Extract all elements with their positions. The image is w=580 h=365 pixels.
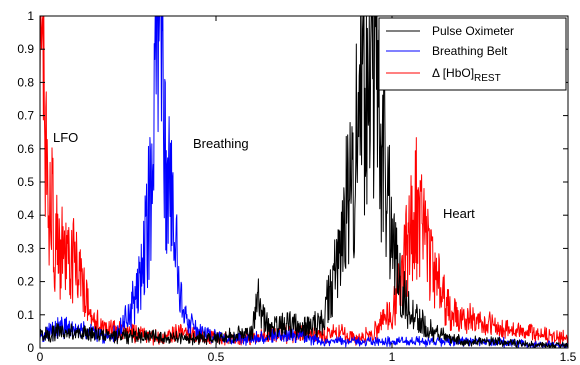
legend-label-rest-subscript: REST bbox=[474, 73, 501, 84]
legend: Pulse Oximeter Breathing Belt Δ [HbO]RES… bbox=[378, 17, 567, 91]
legend-label-pulse-oximeter: Pulse Oximeter bbox=[432, 24, 514, 38]
annotation-heart: Heart bbox=[443, 206, 475, 221]
y-tick-label: 0 bbox=[27, 341, 34, 355]
x-tick-label: 1.5 bbox=[560, 350, 577, 364]
legend-box bbox=[378, 17, 567, 91]
y-tick-label: 0.9 bbox=[17, 42, 34, 56]
series-line-pulse-oximeter bbox=[39, 15, 569, 349]
y-tick-label: 0.4 bbox=[17, 208, 34, 222]
x-tick-label: 0.5 bbox=[208, 350, 225, 364]
x-tick-label: 0 bbox=[37, 350, 44, 364]
x-tick-label: 1 bbox=[389, 350, 396, 364]
y-tick-label: 0.1 bbox=[17, 308, 34, 322]
annotation-lfo: LFO bbox=[53, 130, 78, 145]
legend-label-hbo-rest: Δ [HbO]REST bbox=[432, 66, 501, 84]
series-layer bbox=[39, 15, 569, 349]
y-tick-label: 0.6 bbox=[17, 142, 34, 156]
legend-label-breathing-belt: Breathing Belt bbox=[432, 44, 508, 58]
y-tick-label: 0.8 bbox=[17, 75, 34, 89]
y-tick-label: 0.3 bbox=[17, 241, 34, 255]
annotation-breathing: Breathing bbox=[193, 136, 249, 151]
y-tick-label: 0.7 bbox=[17, 109, 34, 123]
legend-label-hbo: Δ [HbO] bbox=[432, 66, 474, 80]
y-tick-label: 1 bbox=[27, 9, 34, 23]
y-tick-label: 0.2 bbox=[17, 275, 34, 289]
ticks-layer: 0 0.1 0.2 0.3 0.4 0.5 0.6 0.7 0.8 0.9 1 0 0.5 1 1.5 bbox=[17, 9, 576, 364]
y-tick-label: 0.5 bbox=[17, 175, 34, 189]
